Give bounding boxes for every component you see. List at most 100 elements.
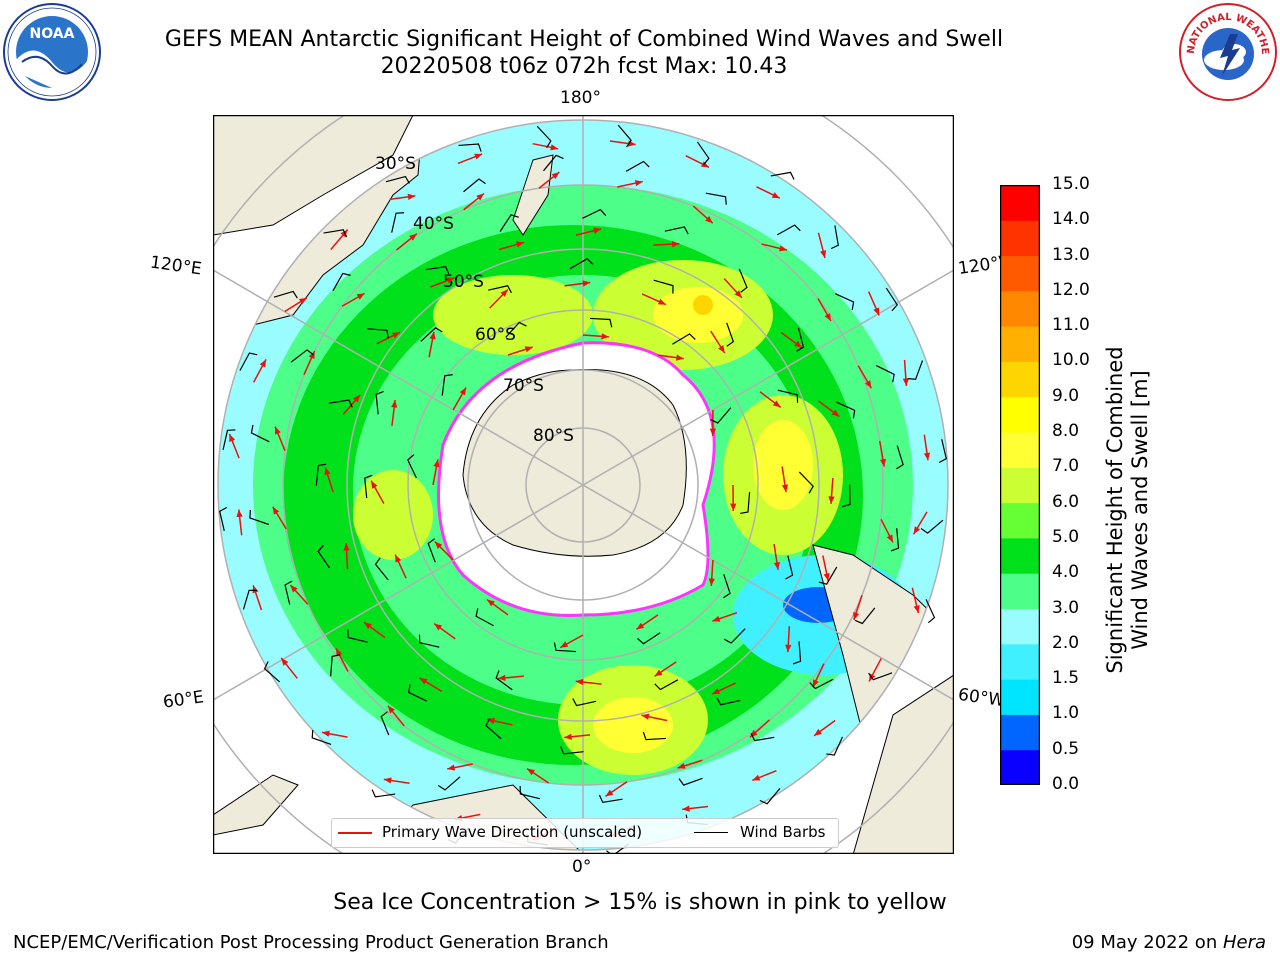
wave-direction-arrowhead: [560, 641, 569, 648]
chart-subtitle: 20220508 t06z 072h fcst Max: 10.43: [380, 54, 788, 79]
wave-direction-arrowhead: [601, 333, 609, 340]
wave-direction-arrowhead: [752, 774, 761, 781]
noaa-logo-icon: NOAA: [3, 3, 101, 101]
lat-label-80s: 80°S: [533, 426, 574, 446]
wind-barb: [777, 389, 799, 403]
wind-barb: [332, 272, 351, 292]
wave-direction-arrowhead: [913, 605, 920, 614]
wind-barb: [875, 364, 895, 383]
high-wave-area: [353, 470, 433, 560]
wind-barb: [427, 538, 436, 563]
colorbar-band: [1000, 714, 1040, 751]
wind-barb: [315, 463, 327, 486]
wave-direction-arrowhead: [575, 678, 584, 686]
wave-direction-arrowhead: [564, 733, 572, 740]
wind-barb: [759, 787, 781, 805]
wind-barb: [798, 471, 814, 494]
legend-wind-barbs: Wind Barbs: [740, 823, 826, 841]
wave-direction-arrowhead: [886, 534, 893, 543]
footer-credit: NCEP/EMC/Verification Post Processing Pr…: [13, 932, 609, 953]
wind-barb: [425, 265, 450, 275]
wave-direction-arrowhead: [407, 193, 416, 200]
wave-direction-arrowhead: [419, 677, 428, 685]
wind-barb: [249, 509, 270, 526]
wind-barb: [569, 257, 594, 270]
high-wave-area: [753, 420, 813, 510]
wave-direction-arrowhead: [654, 669, 663, 677]
wind-barb: [826, 736, 844, 756]
colorbar-title-line2: Wind Waves and Swell [m]: [1128, 370, 1152, 650]
wind-barb: [543, 154, 564, 172]
wave-direction-arrowhead: [712, 615, 721, 622]
wave-direction-arrowhead: [781, 484, 789, 493]
colorbar-title-line1: Significant Height of Combined: [1103, 346, 1127, 674]
colorbar-band: [1000, 396, 1040, 433]
wind-barb: [495, 670, 513, 691]
colorbar-band: [1000, 220, 1040, 257]
wind-barb: [239, 352, 258, 371]
colorbar-tick-label: 5.0: [1052, 526, 1080, 547]
new-zealand-land: [512, 154, 554, 236]
wave-direction-arrowhead: [812, 679, 819, 688]
wind-barb: [441, 374, 453, 396]
wind-barb: [273, 290, 298, 299]
legend-wave-direction: Primary Wave Direction (unscaled): [382, 823, 643, 841]
colorbar-tick-label: 7.0: [1052, 456, 1080, 477]
wind-barb: [374, 557, 389, 581]
wave-direction-arrowhead: [779, 245, 788, 252]
wind-barb: [885, 287, 898, 312]
wind-barb: [785, 555, 794, 580]
map-legend: Primary Wave Direction (unscaled) Wind B…: [331, 818, 839, 848]
wind-barb: [672, 333, 696, 345]
colorbar-band: [1000, 255, 1040, 292]
colorbar-tick-label: 15.0: [1052, 174, 1090, 194]
colorbar-band: [1000, 502, 1040, 539]
wind-barb: [705, 192, 727, 205]
wind-barb: [598, 794, 623, 803]
wave-direction-arrowhead: [516, 241, 525, 248]
wave-direction-arrowhead: [913, 526, 921, 535]
wind-barb: [290, 349, 314, 363]
wave-direction-arrowhead: [593, 227, 602, 234]
wind-barb: [553, 642, 577, 653]
wind-barb-swatch: [694, 832, 728, 833]
wave-direction-arrowhead: [446, 277, 455, 284]
colorbar-band: [1000, 537, 1040, 574]
wave-direction-arrowhead: [641, 713, 650, 720]
wind-barb: [380, 711, 390, 736]
wind-barb: [925, 599, 936, 624]
colorbar-tick-label: 11.0: [1052, 315, 1090, 336]
high-wave-area: [653, 287, 743, 343]
colorbar-title: Significant Height of Combined Wind Wave…: [1103, 310, 1153, 710]
wave-direction-arrowhead: [429, 331, 436, 340]
wind-barb: [366, 328, 389, 339]
wave-direction-arrowhead: [321, 730, 330, 737]
wave-direction-arrowhead: [712, 688, 721, 695]
wind-barb: [868, 672, 893, 681]
colorbar-tick-label: 0.0: [1052, 774, 1080, 794]
wave-direction-arrowhead: [864, 380, 872, 389]
wind-barb: [385, 175, 410, 184]
wave-direction-arrowhead: [474, 153, 483, 160]
wind-barb: [796, 327, 805, 352]
wind-barb: [475, 608, 494, 627]
wind-barb: [723, 628, 746, 644]
wave-direction-arrowhead: [500, 289, 508, 297]
wind-barb: [505, 321, 527, 338]
wave-direction-arrowhead: [409, 233, 417, 241]
colorbar-tick-label: 14.0: [1052, 209, 1090, 230]
wind-barb: [519, 785, 540, 800]
wave-direction-arrowhead: [371, 480, 378, 489]
wind-barb: [740, 491, 751, 515]
lat-label-60s: 60°S: [475, 325, 516, 345]
wind-barb: [317, 544, 331, 569]
colorbar-band: [1000, 679, 1040, 715]
wind-barb: [835, 293, 855, 311]
wave-direction-arrowhead: [705, 216, 713, 224]
wind-barb: [664, 226, 689, 235]
wind-barb: [818, 566, 838, 585]
wave-direction-arrowhead: [387, 705, 395, 714]
wind-barb: [222, 429, 236, 450]
lon-label-60e: 60°E: [161, 687, 206, 713]
wave-direction-arrowhead: [902, 378, 909, 386]
